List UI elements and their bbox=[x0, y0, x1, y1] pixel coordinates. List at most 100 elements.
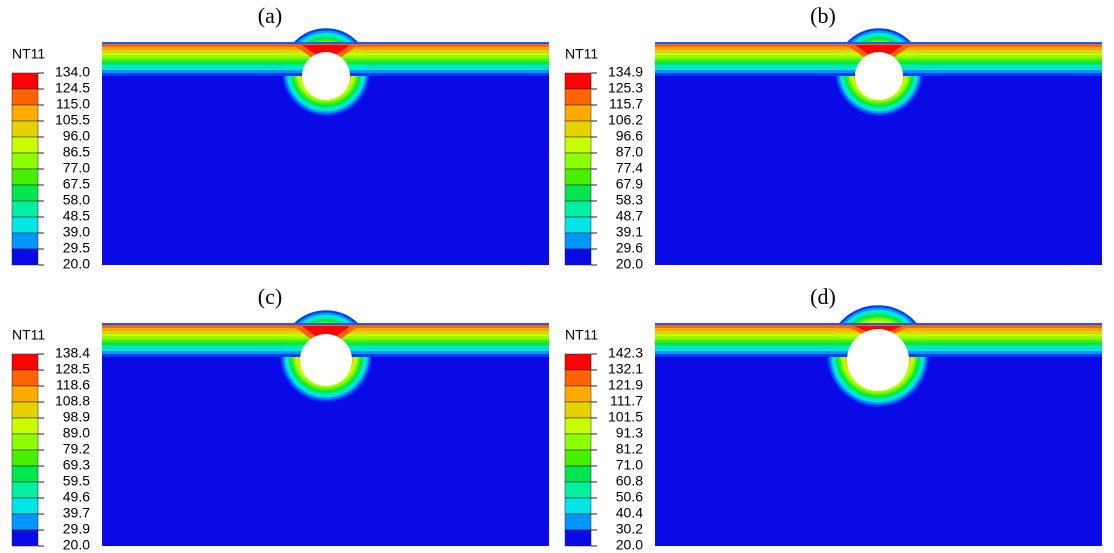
legend-value: 58.0 bbox=[63, 192, 90, 208]
legend-value: 29.9 bbox=[63, 521, 90, 537]
legend-swatch bbox=[11, 449, 39, 467]
legend-value: 49.6 bbox=[63, 489, 90, 505]
hot-spot bbox=[302, 45, 350, 56]
legend-value: 118.6 bbox=[56, 377, 90, 393]
hot-spot bbox=[855, 45, 903, 56]
legend-swatch bbox=[564, 449, 592, 467]
hot-spot bbox=[302, 326, 350, 338]
legend-value: 59.5 bbox=[63, 473, 90, 489]
legend-value: 105.5 bbox=[55, 112, 90, 128]
legend-value: 20.0 bbox=[63, 537, 90, 553]
legend-value: 48.5 bbox=[63, 208, 90, 224]
legend-title: NT11 bbox=[565, 327, 598, 343]
legend-swatch bbox=[11, 152, 39, 170]
legend-value: 40.4 bbox=[616, 505, 643, 521]
legend-value: 48.7 bbox=[616, 208, 643, 224]
legend-value: 58.3 bbox=[616, 192, 643, 208]
panel-label: (b) bbox=[810, 3, 836, 28]
legend-value: 96.6 bbox=[616, 128, 643, 144]
legend-value: 108.8 bbox=[55, 393, 90, 409]
legend-swatch bbox=[11, 136, 39, 154]
legend-swatch bbox=[11, 513, 39, 531]
legend-value: 30.2 bbox=[616, 521, 643, 537]
legend-value: 138.4 bbox=[55, 345, 90, 361]
hole bbox=[855, 52, 903, 100]
legend-value: 71.0 bbox=[616, 457, 643, 473]
hole bbox=[300, 334, 352, 386]
legend-value: 125.3 bbox=[608, 80, 643, 96]
legend-swatch bbox=[11, 216, 39, 234]
legend-swatch bbox=[11, 529, 39, 547]
legend-swatch bbox=[564, 88, 592, 106]
contour-band bbox=[102, 323, 549, 325]
legend-swatch bbox=[564, 72, 592, 90]
legend-value: 67.9 bbox=[616, 176, 643, 192]
legend-swatch bbox=[11, 465, 39, 483]
legend-swatch bbox=[11, 232, 39, 250]
legend-swatch bbox=[564, 417, 592, 435]
panel: (b) NT11 134.9125.3115.7106.296.687.077.46… bbox=[564, 3, 1102, 272]
legend-swatch bbox=[564, 369, 592, 387]
legend-value: 134.9 bbox=[608, 64, 643, 80]
legend-swatch bbox=[11, 369, 39, 387]
legend-swatch bbox=[11, 417, 39, 435]
hole bbox=[302, 52, 350, 100]
legend-swatch bbox=[11, 385, 39, 403]
legend-swatch bbox=[564, 385, 592, 403]
legend-value: 91.3 bbox=[616, 425, 643, 441]
legend-swatch bbox=[11, 248, 39, 266]
legend-value: 39.0 bbox=[63, 224, 90, 240]
legend-swatch bbox=[11, 120, 39, 138]
legend-swatch bbox=[564, 401, 592, 419]
legend-swatch bbox=[564, 200, 592, 218]
legend-value: 69.3 bbox=[63, 457, 90, 473]
contour-band bbox=[655, 42, 1102, 44]
panel: (d) NT11 142.3132.1121.9111.7101.591.381.2… bbox=[564, 284, 1102, 553]
panel: (a) NT11 134.0124.5115.0105.596.086.577.06… bbox=[11, 3, 549, 272]
panel-label: (a) bbox=[258, 3, 282, 28]
legend-swatch bbox=[564, 136, 592, 154]
legend-value: 79.2 bbox=[63, 441, 90, 457]
legend-value: 98.9 bbox=[63, 409, 90, 425]
legend-swatch bbox=[11, 481, 39, 499]
legend-title: NT11 bbox=[12, 46, 45, 62]
legend-swatch bbox=[564, 152, 592, 170]
legend-swatch bbox=[11, 401, 39, 419]
legend-value: 20.0 bbox=[616, 256, 643, 272]
legend-value: 115.7 bbox=[609, 96, 643, 112]
legend-title: NT11 bbox=[12, 327, 45, 343]
legend-value: 115.0 bbox=[56, 96, 90, 112]
legend-value: 29.6 bbox=[616, 240, 643, 256]
legend-value: 77.0 bbox=[63, 160, 90, 176]
legend-swatch bbox=[11, 353, 39, 371]
legend-value: 60.8 bbox=[616, 473, 643, 489]
legend-swatch bbox=[564, 248, 592, 266]
legend-value: 87.0 bbox=[616, 144, 643, 160]
legend-value: 142.3 bbox=[608, 345, 643, 361]
legend-value: 50.6 bbox=[616, 489, 643, 505]
legend-value: 20.0 bbox=[63, 256, 90, 272]
legend-swatch bbox=[564, 184, 592, 202]
legend-value: 128.5 bbox=[55, 361, 90, 377]
legend-swatch bbox=[564, 232, 592, 250]
legend-swatch bbox=[564, 513, 592, 531]
hole bbox=[847, 329, 909, 391]
legend-swatch bbox=[564, 120, 592, 138]
legend-value: 67.5 bbox=[63, 176, 90, 192]
contour-band bbox=[102, 42, 549, 44]
legend-swatch bbox=[11, 200, 39, 218]
legend-swatch bbox=[11, 72, 39, 90]
contour-band bbox=[655, 323, 1102, 325]
legend-value: 77.4 bbox=[616, 160, 643, 176]
legend-swatch bbox=[11, 184, 39, 202]
legend-value: 39.7 bbox=[63, 505, 90, 521]
legend-value: 89.0 bbox=[63, 425, 90, 441]
legend-title: NT11 bbox=[565, 46, 598, 62]
panel-label: (d) bbox=[810, 284, 836, 309]
legend-swatch bbox=[564, 104, 592, 122]
legend-swatch bbox=[564, 481, 592, 499]
legend-value: 20.0 bbox=[616, 537, 643, 553]
legend-swatch bbox=[564, 465, 592, 483]
legend-swatch bbox=[564, 497, 592, 515]
